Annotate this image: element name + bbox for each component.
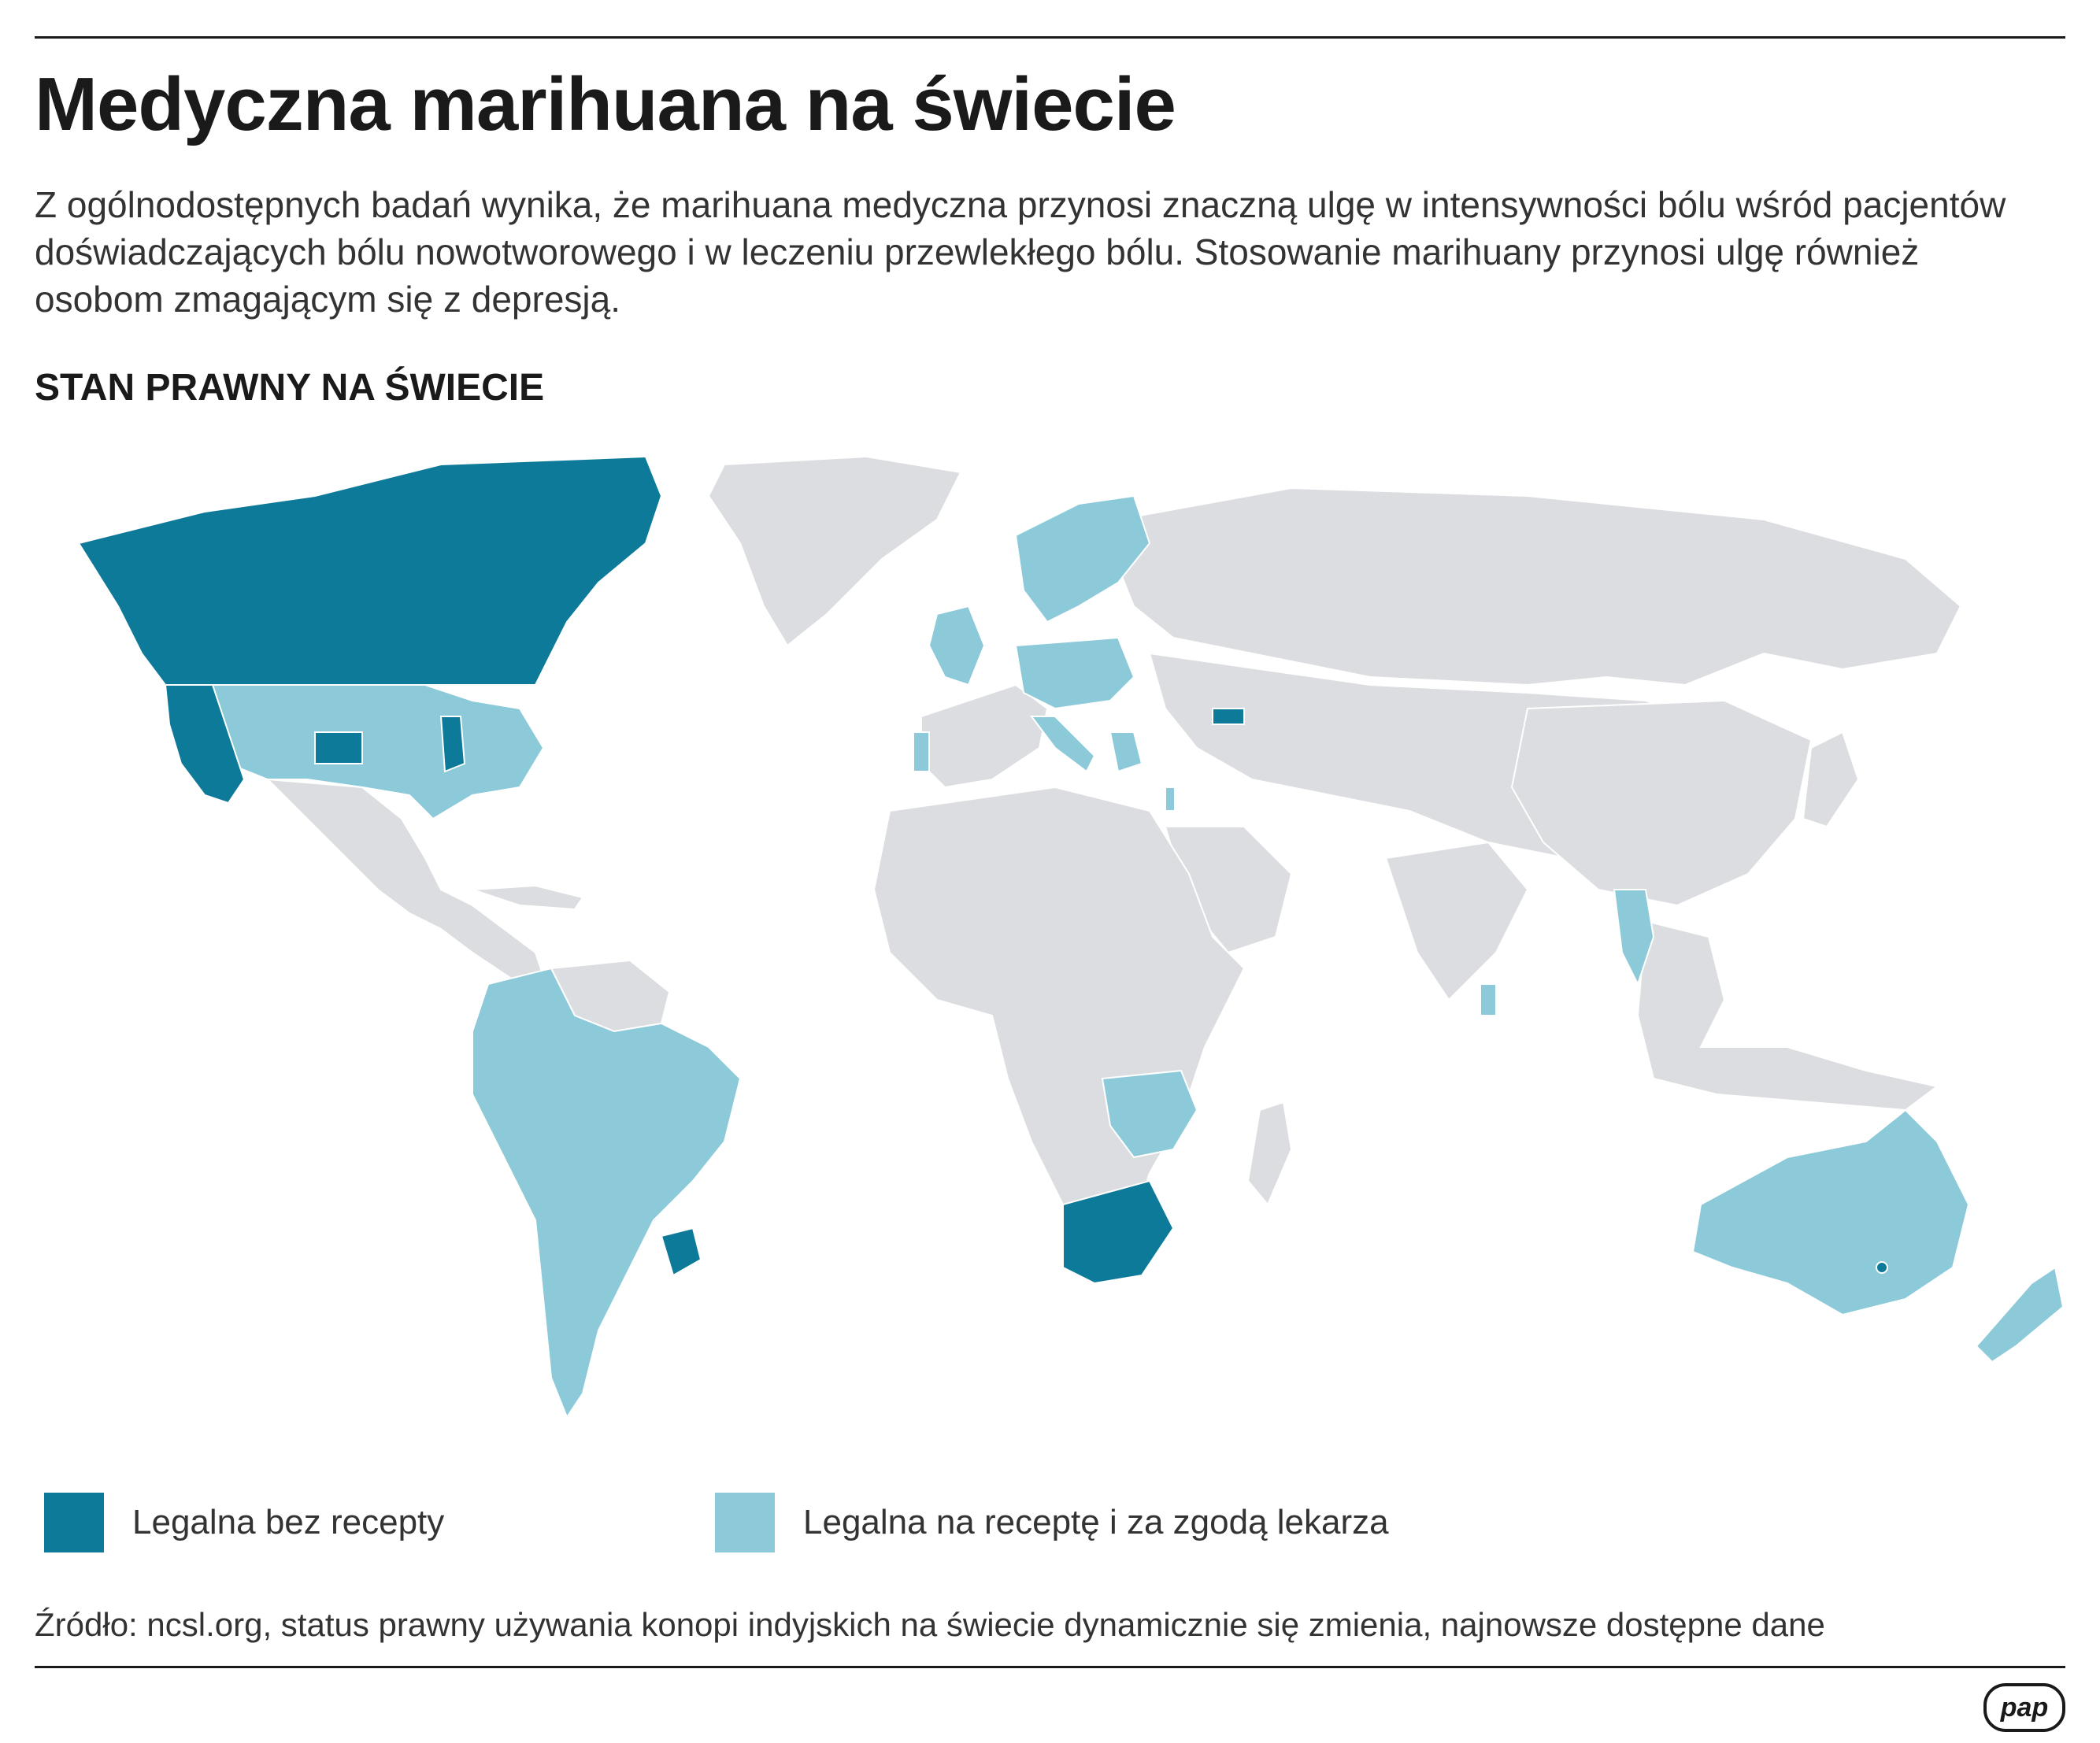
legend-label-legal: Legalna bez recepty — [132, 1503, 445, 1541]
scandinavia-shape — [1014, 494, 1151, 624]
thailand-shape — [1613, 889, 1655, 986]
pap-logo: pap — [1983, 1683, 2065, 1732]
greenland-shape — [707, 455, 962, 647]
legend-item-medical: Legalna na receptę i za zgodą lekarza — [715, 1492, 1389, 1553]
madagascar-shape — [1246, 1101, 1293, 1206]
map-land-medical — [164, 494, 2065, 1419]
midwest-legal-shape — [439, 716, 466, 773]
legend-item-legal: Legalna bez recepty — [44, 1492, 444, 1553]
act-marker — [1876, 1261, 1888, 1274]
southeast-asia-other — [1636, 920, 1939, 1112]
southern-europe-shape — [1030, 716, 1143, 773]
new-zealand-shape — [1975, 1266, 2065, 1364]
us-west-coast-legal-shape — [164, 684, 246, 805]
world-map — [77, 455, 2065, 1419]
caribbean-shape — [472, 884, 584, 911]
portugal-shape — [913, 731, 930, 772]
western-europe-other — [920, 683, 1049, 789]
intro-text: Z ogólnodostępnych badań wynika, że mari… — [35, 184, 2006, 320]
japan-shape — [1802, 731, 1860, 828]
source-note: Źródło: ncsl.org, status prawny używania… — [35, 1606, 1825, 1643]
legend-swatch-medical — [715, 1493, 775, 1552]
section-title: STAN PRAWNY NA ŚWIECIE — [35, 367, 545, 409]
sri-lanka-shape — [1480, 983, 1497, 1016]
georgia-shape — [1212, 708, 1245, 725]
canada-shape — [77, 455, 663, 686]
australia-shape — [1691, 1108, 1970, 1316]
map-land-legal — [77, 455, 1888, 1285]
south-africa-shape — [1062, 1179, 1175, 1285]
israel-shape — [1165, 786, 1176, 812]
central-europe-shape — [1014, 636, 1135, 710]
bottom-rule — [35, 1666, 2065, 1668]
map-land-other — [265, 455, 1962, 1253]
china-shape — [1510, 699, 1813, 907]
russia-shape — [1117, 487, 1962, 686]
colorado-shape — [314, 731, 363, 764]
page-title: Medyczna marihuana na świecie — [35, 62, 1176, 146]
india-shape — [1384, 841, 1529, 1001]
top-rule — [35, 36, 2065, 39]
legend-label-medical: Legalna na receptę i za zgodą lekarza — [803, 1503, 1389, 1541]
south-america-medical-shape — [472, 967, 742, 1419]
uk-shape — [928, 605, 986, 686]
legend-swatch-legal — [44, 1493, 104, 1552]
southern-africa-medical-shape — [1101, 1069, 1198, 1159]
uruguay-shape — [660, 1227, 702, 1277]
